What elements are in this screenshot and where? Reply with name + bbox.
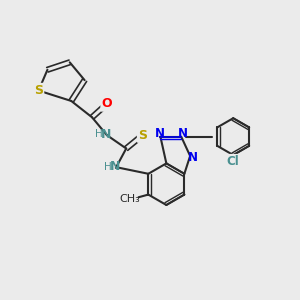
Text: S: S <box>34 84 43 97</box>
Text: N: N <box>101 128 112 141</box>
Text: S: S <box>138 129 147 142</box>
Text: N: N <box>110 160 120 173</box>
Text: N: N <box>178 127 188 140</box>
Text: H: H <box>95 129 103 139</box>
Text: O: O <box>102 98 112 110</box>
Text: N: N <box>188 151 198 164</box>
Text: H: H <box>103 162 111 172</box>
Text: CH₃: CH₃ <box>119 194 140 204</box>
Text: Cl: Cl <box>227 155 240 168</box>
Text: N: N <box>155 127 165 140</box>
